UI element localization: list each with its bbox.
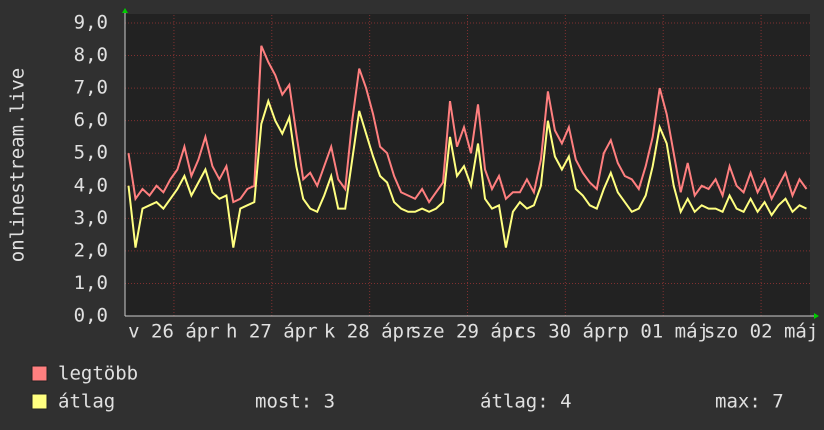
series-line bbox=[127, 97, 807, 248]
legend-stat: átlag: 4 bbox=[480, 391, 572, 413]
y-tick-label: 8,0 bbox=[74, 44, 108, 66]
y-tick-label: 6,0 bbox=[74, 109, 108, 131]
x-tick-label: cs 30 ápr bbox=[514, 321, 617, 343]
legend-label: átlag bbox=[58, 391, 115, 413]
x-tick-label: k 28 ápr bbox=[324, 321, 416, 343]
y-tick-label: 9,0 bbox=[74, 12, 108, 34]
axis-arrow bbox=[814, 313, 819, 319]
legend-stat: most: 3 bbox=[255, 391, 335, 413]
axis-arrow bbox=[122, 8, 128, 13]
series-line bbox=[127, 45, 808, 205]
x-tick-label: sze 29 ápr bbox=[410, 321, 524, 343]
x-tick-label: szo 02 máj bbox=[704, 321, 818, 343]
legend-swatch bbox=[31, 393, 48, 410]
y-tick-label: 0,0 bbox=[74, 305, 108, 327]
y-tick-label: 2,0 bbox=[74, 239, 108, 261]
x-tick-label: p 01 máj bbox=[617, 321, 709, 343]
y-tick-label: 3,0 bbox=[74, 207, 108, 229]
legend-stat: max: 7 bbox=[715, 391, 784, 413]
x-tick-label: h 27 ápr bbox=[226, 321, 318, 343]
y-tick-label: 1,0 bbox=[74, 272, 108, 294]
y-tick-label: 4,0 bbox=[74, 174, 108, 196]
x-tick-label: v 26 ápr bbox=[128, 321, 220, 343]
legend-swatch bbox=[31, 365, 48, 382]
y-tick-label: 7,0 bbox=[74, 77, 108, 99]
y-axis-label: onlinestream.live bbox=[7, 68, 29, 262]
legend-label: legtöbb bbox=[58, 363, 138, 385]
y-tick-label: 5,0 bbox=[74, 142, 108, 164]
